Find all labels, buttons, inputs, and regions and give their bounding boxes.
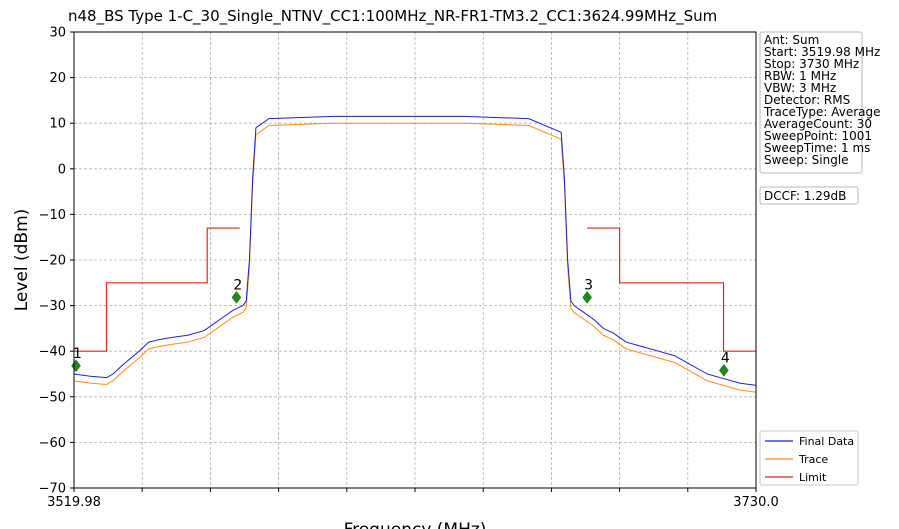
limit-line-segment: [74, 228, 240, 351]
y-tick-label: −20: [39, 254, 66, 269]
dccf-value: DCCF: 1.29dB: [764, 189, 846, 203]
chart-title: n48_BS Type 1-C_30_Single_NTNV_CC1:100MH…: [68, 7, 717, 26]
dccf-box: DCCF: 1.29dB: [760, 187, 858, 204]
series-line-final-data: [74, 116, 756, 385]
y-tick-label: 0: [58, 162, 66, 177]
y-tick-label: 30: [49, 26, 66, 41]
legend-label-trace: Trace: [798, 453, 828, 466]
x-axis-label: Frequency (MHz): [344, 520, 487, 529]
y-tick-label: 20: [49, 71, 66, 86]
x-tick-label: 3519.98: [47, 495, 101, 510]
marker-label-3: 3: [584, 277, 593, 293]
grid: [74, 32, 756, 488]
y-tick-label: 10: [49, 117, 66, 132]
legend: Final Data Trace Limit: [760, 431, 858, 485]
y-tick-label: −60: [39, 436, 66, 451]
markers: 12 34: [72, 277, 730, 376]
legend-label-limit: Limit: [799, 471, 827, 484]
marker-label-2: 2: [233, 277, 242, 293]
marker-label-4: 4: [721, 350, 730, 366]
y-axis-label: Level (dBm): [12, 209, 32, 312]
y-tick-label: −50: [39, 390, 66, 405]
info-box: Ant: Sum Start: 3519.98 MHz Stop: 3730 M…: [760, 32, 881, 173]
x-tick-label: 3730.0: [733, 495, 779, 510]
y-tick-label: −10: [39, 208, 66, 223]
y-tick-label: −30: [39, 299, 66, 314]
y-tick-label: −40: [39, 345, 66, 360]
legend-label-final-data: Final Data: [799, 435, 854, 448]
info-line-sweep: Sweep: Single: [764, 153, 849, 167]
